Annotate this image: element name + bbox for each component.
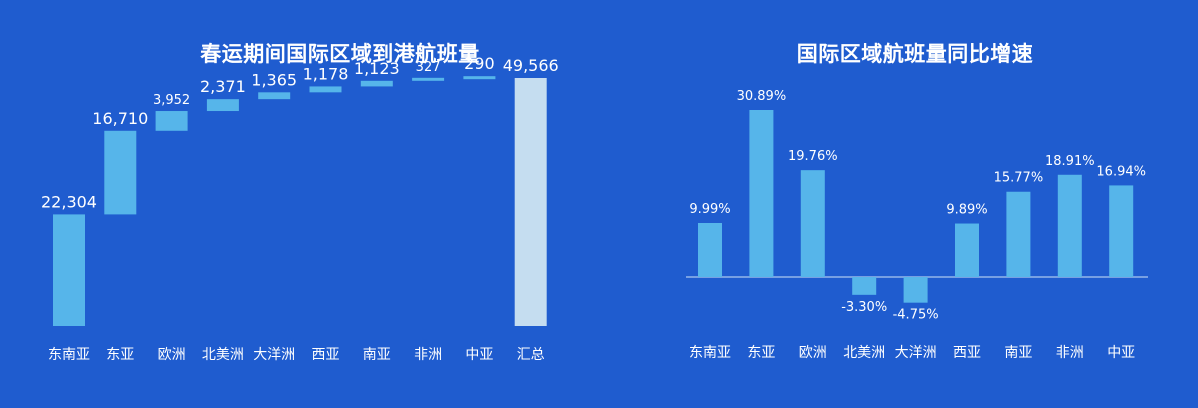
waterfall-chart-title: 春运期间国际区域到港航班量 <box>200 42 480 66</box>
growth-bar <box>1057 174 1082 277</box>
growth-category-label: 大洋洲 <box>895 345 937 361</box>
waterfall-value-label: 22,304 <box>41 192 97 211</box>
waterfall-category-label: 非洲 <box>414 347 442 363</box>
growth-bar <box>852 277 877 295</box>
waterfall-bar <box>258 92 291 100</box>
waterfall-bar <box>206 99 239 112</box>
growth-value-label: 15.77% <box>994 171 1044 186</box>
waterfall-value-label: 1,123 <box>354 59 400 78</box>
growth-value-label: 30.89% <box>737 89 787 104</box>
growth-value-label: 9.89% <box>946 203 987 218</box>
waterfall-value-label: 16,710 <box>92 109 148 128</box>
waterfall-category-label: 南亚 <box>363 347 391 363</box>
waterfall-category-label: 北美洲 <box>202 347 244 363</box>
growth-bar <box>749 110 774 277</box>
growth-value-label: -3.30% <box>841 300 887 315</box>
growth-category-label: 西亚 <box>953 345 981 361</box>
growth-bar <box>903 277 928 303</box>
waterfall-category-label: 汇总 <box>517 347 545 363</box>
growth-bar <box>698 222 722 277</box>
growth-value-label: -4.75% <box>893 308 939 323</box>
waterfall-bar <box>514 78 547 326</box>
growth-category-label: 欧洲 <box>799 345 827 361</box>
growth-category-label: 非洲 <box>1056 345 1084 361</box>
waterfall-bar <box>412 77 445 81</box>
waterfall-bar <box>155 111 188 131</box>
waterfall-category-label: 东亚 <box>106 347 134 363</box>
growth-value-label: 18.91% <box>1045 154 1095 169</box>
waterfall-bar <box>53 214 85 326</box>
waterfall-value-label: 1,178 <box>303 64 349 83</box>
waterfall-category-label: 西亚 <box>312 347 340 363</box>
waterfall-value-label: 3,952 <box>153 93 190 108</box>
growth-bar <box>800 170 825 277</box>
growth-value-label: 9.99% <box>689 202 730 217</box>
waterfall-category-label: 大洋洲 <box>253 347 295 363</box>
growth-bar <box>1109 185 1134 277</box>
growth-category-label: 东南亚 <box>689 345 731 361</box>
waterfall-category-label: 东南亚 <box>48 347 90 363</box>
waterfall-value-label: 290 <box>464 54 495 73</box>
growth-value-label: 16.94% <box>1096 164 1146 179</box>
waterfall-bar <box>309 86 342 93</box>
growth-category-label: 北美洲 <box>843 345 885 361</box>
waterfall-bar <box>463 76 496 80</box>
growth-chart-title: 国际区域航班量同比增速 <box>796 42 1034 66</box>
waterfall-bar <box>360 80 393 87</box>
waterfall-value-label: 1,365 <box>251 70 297 89</box>
growth-category-label: 南亚 <box>1004 345 1032 361</box>
growth-category-label: 东亚 <box>747 345 775 361</box>
waterfall-bar <box>104 130 137 215</box>
growth-value-label: 19.76% <box>788 149 838 164</box>
waterfall-value-label: 49,566 <box>503 56 559 75</box>
waterfall-category-label: 欧洲 <box>158 347 186 363</box>
waterfall-value-label: 327 <box>416 60 441 75</box>
growth-bar <box>1006 191 1031 277</box>
growth-bar <box>955 223 979 277</box>
waterfall-category-label: 中亚 <box>465 347 493 363</box>
waterfall-value-label: 2,371 <box>200 77 246 96</box>
growth-category-label: 中亚 <box>1107 345 1135 361</box>
